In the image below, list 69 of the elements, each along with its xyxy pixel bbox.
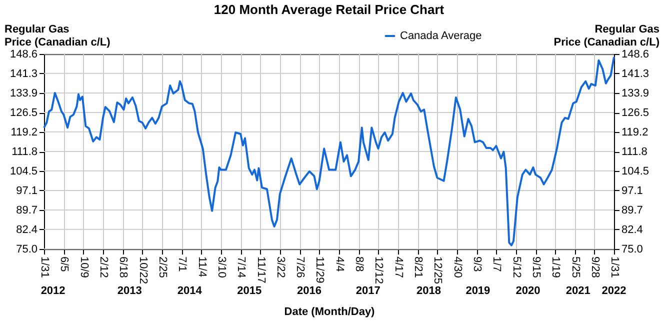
x-tick-label: 6/18 xyxy=(117,256,130,278)
y2-tick-label: 111.8 xyxy=(622,146,648,158)
y2-tick-label: 89.7 xyxy=(622,204,643,217)
x-tick-label: 11/17 xyxy=(254,256,267,284)
x-tick-label: 8/21 xyxy=(412,256,424,278)
x2-tick-label: 2022 xyxy=(602,285,626,297)
y2-tick-label: 141.3 xyxy=(622,68,650,80)
x-axis-title: Date (Month/Day) xyxy=(284,306,376,318)
x-tick-label: 7/1 xyxy=(176,256,188,272)
x-tick-label: 4/17 xyxy=(392,256,404,278)
x-tick-label: 1/31 xyxy=(38,256,50,278)
y-tick-label: 148.6 xyxy=(10,48,38,60)
x-tick-label: 9/3 xyxy=(471,256,484,272)
y-tick-label: 82.4 xyxy=(16,224,38,236)
y2-tick-label: 82.4 xyxy=(622,224,643,236)
x-tick-label: 10/22 xyxy=(136,256,149,284)
y-tick-label: 141.3 xyxy=(10,68,38,80)
line-series xyxy=(43,56,615,246)
y-tick-label: 89.7 xyxy=(16,204,38,217)
x-tick-label: 2/12 xyxy=(97,256,110,278)
x-tick-label: 8/8 xyxy=(353,256,366,272)
y-tick-label: 104.5 xyxy=(10,165,38,178)
y-tick-label: 111.8 xyxy=(12,146,38,158)
y-tick-label: 97.1 xyxy=(16,184,38,197)
y-tick-label: 133.9 xyxy=(10,87,38,100)
y-tick-label: 119.2 xyxy=(10,126,38,138)
x-tick-label: 9/28 xyxy=(588,256,601,278)
x2-tick-label: 2021 xyxy=(566,285,590,297)
x-tick-label: 12/25 xyxy=(432,256,444,284)
y2-tick-label: 133.9 xyxy=(622,87,650,100)
x-tick-label: 6/5 xyxy=(58,256,70,272)
y2-tick-label: 104.5 xyxy=(622,165,650,178)
x-tick-label: 12/12 xyxy=(372,256,385,284)
x-tick-label: 3/22 xyxy=(274,256,286,278)
x-tick-label: 7/14 xyxy=(235,256,248,278)
y-tick-label: 75.0 xyxy=(16,244,38,256)
x-tick-label: 4/30 xyxy=(451,256,464,278)
x2-tick-label: 2017 xyxy=(356,285,380,297)
x2-tick-label: 2015 xyxy=(237,285,262,297)
y2-tick-label: 75.0 xyxy=(622,244,643,256)
y-axis-title: Regular Gas Price (Canadian c/L) xyxy=(4,24,111,48)
x2-tick-label: 2014 xyxy=(177,285,203,297)
x-tick-label: 1/31 xyxy=(608,256,620,278)
y2-tick-label: 97.1 xyxy=(622,184,643,197)
x2-tick-label: 2016 xyxy=(297,285,322,297)
x-tick-label: 3/10 xyxy=(215,256,228,278)
y2-tick-label: 148.6 xyxy=(622,48,650,60)
x-tick-label: 1/7 xyxy=(490,256,503,272)
x2-tick-label: 2018 xyxy=(416,285,442,297)
x-tick-label: 5/12 xyxy=(510,256,522,278)
chart-title: 120 Month Average Retail Price Chart xyxy=(214,2,445,17)
x2-tick-label: 2012 xyxy=(40,285,66,297)
legend-label: Canada Average xyxy=(400,30,482,42)
x-tick-label: 10/9 xyxy=(78,256,90,278)
x-tick-label: 11/29 xyxy=(314,256,326,284)
x-tick-label: 5/25 xyxy=(569,256,582,278)
x2-tick-label: 2020 xyxy=(516,285,540,297)
y2-axis-title: Regular Gas Price (Canadian c/L) xyxy=(554,24,660,48)
y-tick-label: 126.5 xyxy=(10,107,38,120)
x-tick-label: 7/26 xyxy=(294,256,306,278)
x-tick-label: 11/4 xyxy=(196,256,208,278)
y2-tick-label: 126.5 xyxy=(622,107,650,120)
x-tick-label: 2/25 xyxy=(156,256,168,278)
x-tick-label: 4/4 xyxy=(333,256,346,272)
x2-tick-label: 2013 xyxy=(117,285,142,297)
x-tick-label: 9/15 xyxy=(530,256,542,278)
y2-tick-label: 119.2 xyxy=(622,126,648,138)
x-tick-label: 1/19 xyxy=(550,256,562,278)
x2-tick-label: 2019 xyxy=(466,285,490,297)
